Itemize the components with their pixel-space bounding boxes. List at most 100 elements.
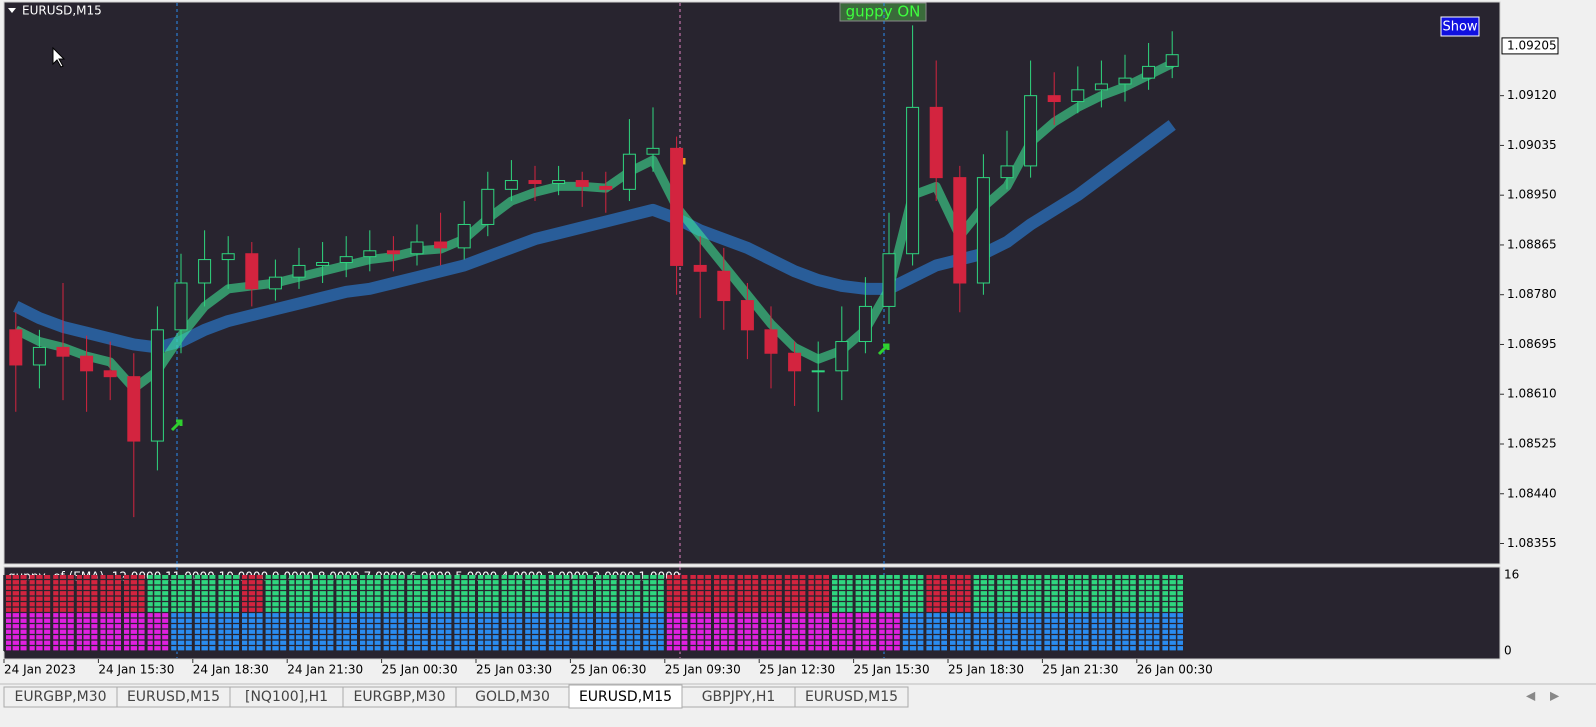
candle-body — [599, 185, 613, 190]
candle-body — [646, 147, 660, 155]
slow-cells — [737, 613, 759, 651]
x-tick-label: 25 Jan 21:30 — [1042, 663, 1118, 677]
candle-body — [740, 300, 754, 331]
slow-cells — [1044, 613, 1065, 651]
candle-body — [363, 250, 377, 258]
slow-cells — [430, 613, 452, 651]
x-tick-label: 25 Jan 03:30 — [476, 663, 552, 677]
toggle-label[interactable]: guppy ON — [846, 3, 921, 21]
candle-body — [858, 305, 872, 343]
candle-body — [1165, 54, 1179, 67]
tab-label[interactable]: EURUSD,M15 — [127, 689, 220, 705]
slow-cells — [336, 613, 357, 651]
x-tick-label: 25 Jan 18:30 — [948, 663, 1024, 677]
slow-cells — [902, 613, 924, 651]
slow-cells — [879, 613, 900, 651]
tab[interactable] — [794, 686, 909, 708]
slow-cells — [478, 613, 499, 651]
x-tick-label: 25 Jan 00:30 — [382, 663, 458, 677]
slow-cells — [383, 613, 405, 651]
slow-cells — [360, 613, 381, 651]
slow-cells — [218, 613, 239, 651]
candle-body — [386, 250, 400, 255]
candle-body — [1047, 95, 1061, 103]
slow-cells — [1162, 613, 1183, 651]
x-tick-label: 25 Jan 12:30 — [759, 663, 835, 677]
show-label[interactable]: Show — [1442, 20, 1477, 35]
candle-body — [717, 270, 731, 302]
candle-body — [316, 262, 330, 266]
tab-label[interactable]: EURUSD,M15 — [579, 689, 672, 705]
y-tick-label: 1.08780 — [1507, 287, 1557, 301]
slow-cells — [643, 613, 664, 651]
slow-cells — [171, 613, 192, 651]
slow-cells — [1115, 613, 1136, 651]
slow-cells — [242, 613, 263, 651]
tab-label[interactable]: EURGBP,M30 — [353, 689, 445, 705]
candle-body — [552, 180, 566, 184]
tab-label[interactable]: GOLD,M30 — [475, 689, 550, 705]
slow-cells — [666, 613, 688, 651]
slow-cells — [619, 613, 641, 651]
y-tick-label: 1.08610 — [1507, 387, 1557, 401]
candle-body — [1118, 77, 1132, 85]
slow-cells — [1091, 613, 1113, 651]
slow-cells — [784, 613, 806, 651]
buy-arrow — [170, 419, 183, 432]
candle-body — [410, 241, 424, 255]
toggle-button[interactable] — [839, 2, 927, 22]
y-tick-label: 1.09035 — [1507, 138, 1557, 152]
slow-cells — [950, 613, 971, 651]
candle-body — [339, 256, 353, 264]
slow-cells — [100, 613, 121, 651]
buy-arrow — [877, 343, 890, 356]
candle-body — [150, 329, 164, 442]
tab-label[interactable]: GBPJPY,H1 — [702, 689, 776, 705]
slow-cells — [973, 613, 995, 651]
candle-body — [528, 180, 542, 184]
indicator-tick-label: 16 — [1504, 568, 1519, 582]
scroll-right[interactable]: ▶ — [1550, 689, 1560, 703]
x-tick-label: 25 Jan 06:30 — [570, 663, 646, 677]
slow-cells — [525, 613, 546, 651]
indicator-tick-label: 0 — [1504, 644, 1512, 658]
slow-cells — [147, 613, 169, 651]
tab-label[interactable]: EURGBP,M30 — [14, 689, 106, 705]
candle-body — [1071, 89, 1085, 103]
tab-label[interactable]: EURUSD,M15 — [805, 689, 898, 705]
candle-body — [764, 329, 778, 354]
menu-arrow[interactable] — [8, 8, 16, 13]
slow-cells — [265, 613, 287, 651]
slow-cells — [997, 613, 1018, 651]
y-tick-label: 1.09120 — [1507, 88, 1557, 102]
slow-cells — [1020, 613, 1042, 651]
scroll-left[interactable]: ◀ — [1526, 689, 1536, 703]
candle-body — [268, 276, 282, 290]
candle-body — [174, 282, 188, 331]
candle-body — [198, 259, 212, 284]
candle-body — [434, 241, 448, 249]
candle-body — [457, 223, 471, 249]
show-button[interactable] — [1440, 16, 1480, 37]
y-tick-label: 1.08695 — [1507, 337, 1557, 351]
slow-cells — [312, 613, 334, 651]
slow-cells — [194, 613, 216, 651]
slow-cells — [124, 613, 145, 651]
candle-body — [504, 180, 518, 190]
current-price-label: 1.09205 — [1507, 38, 1557, 52]
current-price-box — [1501, 37, 1559, 55]
slow-cells — [454, 613, 475, 651]
tab-label[interactable]: [NQ100],H1 — [245, 689, 328, 705]
y-tick-label: 1.08950 — [1507, 188, 1557, 202]
candle-body — [811, 370, 825, 373]
x-tick-label: 24 Jan 21:30 — [287, 663, 363, 677]
candle-body — [56, 346, 70, 357]
candle-body — [906, 106, 920, 255]
y-tick-label: 1.08865 — [1507, 237, 1557, 251]
candle-body — [670, 147, 684, 266]
slow-cells — [289, 613, 310, 651]
slow-cells — [926, 613, 947, 651]
candle-body — [103, 370, 117, 378]
